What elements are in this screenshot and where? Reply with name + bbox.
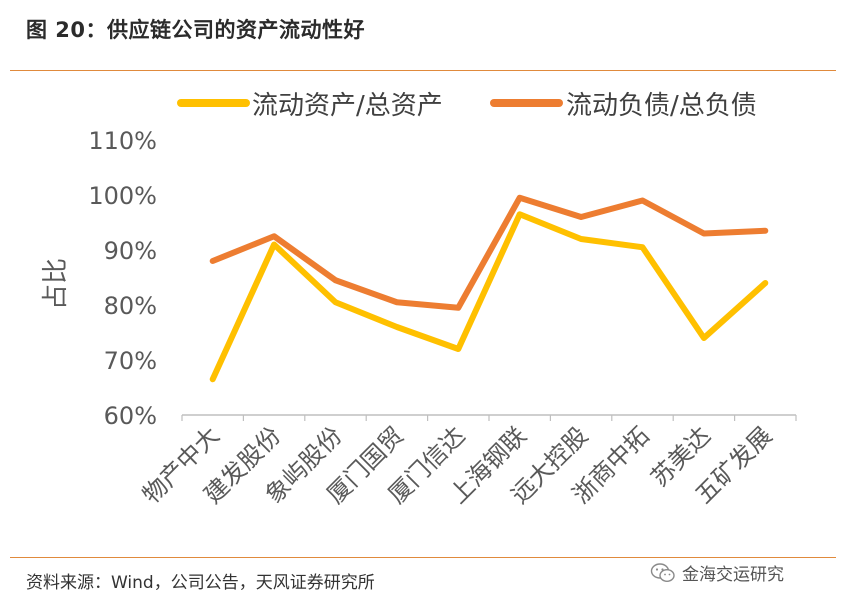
y-tick-label: 100% <box>88 182 157 210</box>
series-line-asset-ratio <box>209 211 769 383</box>
top-divider <box>10 70 836 71</box>
watermark: 金海交运研究 <box>650 560 784 585</box>
series-lines <box>209 194 769 383</box>
legend: 流动资产/总资产 流动负债/总负债 <box>177 91 757 121</box>
y-tick-label: 60% <box>104 402 157 430</box>
y-tick-label: 90% <box>104 237 157 265</box>
legend-label-liability: 流动负债/总负债 <box>566 91 757 121</box>
y-axis-label: 占比 <box>41 258 71 310</box>
bottom-divider <box>10 557 836 558</box>
source-note: 资料来源：Wind，公司公告，天风证券研究所 <box>26 573 375 593</box>
y-tick-label: 70% <box>104 347 157 375</box>
figure-title: 图 20：供应链公司的资产流动性好 <box>26 18 366 42</box>
y-axis-ticks: 60% 70% 80% 90% 100% 110% <box>88 127 157 430</box>
y-tick-label: 110% <box>88 127 157 155</box>
watermark-text: 金海交运研究 <box>682 565 784 585</box>
y-tick-label: 80% <box>104 292 157 320</box>
wechat-icon <box>650 562 675 582</box>
series-line-liability-ratio <box>209 194 769 311</box>
legend-label-asset: 流动资产/总资产 <box>252 91 443 121</box>
